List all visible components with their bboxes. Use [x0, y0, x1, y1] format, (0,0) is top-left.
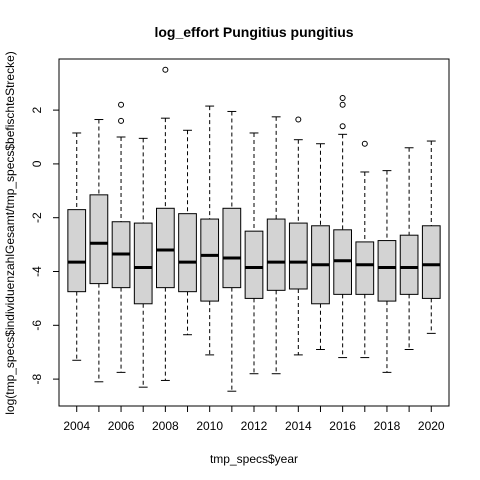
outlier-point	[339, 101, 346, 108]
box-2005	[89, 119, 109, 383]
box-iqr	[421, 225, 441, 299]
box-iqr	[133, 222, 153, 305]
box-2014	[288, 116, 308, 356]
outlier-point	[339, 123, 346, 130]
box-iqr	[178, 213, 197, 293]
outlier-point	[361, 140, 368, 147]
outlier-point	[118, 117, 125, 124]
box-2016	[333, 95, 353, 359]
box-iqr	[89, 194, 109, 285]
x-tick-label: 2020	[418, 419, 445, 433]
box-2004	[67, 132, 87, 361]
y-axis-label: log(tmp_specs$individuenzahlGesamt/tmp_s…	[3, 51, 17, 415]
x-tick-label: 2004	[63, 419, 90, 433]
y-tick-label: -6	[30, 320, 44, 331]
y-axis: -8 -6 -4 -2 0 2	[30, 106, 60, 384]
outlier-point	[162, 66, 169, 73]
x-tick-label: 2016	[329, 419, 356, 433]
box-2018	[377, 170, 397, 373]
box-2012	[244, 132, 264, 375]
box-2013	[266, 116, 286, 375]
x-tick-label: 2010	[196, 419, 223, 433]
box-2019	[399, 147, 419, 351]
box-iqr	[266, 218, 286, 291]
box-2007	[133, 137, 153, 388]
x-axis: 2004 2006 2008 2010 2012 2014 2016 2018 2020	[63, 405, 445, 433]
outlier-point	[339, 95, 346, 102]
box-2017	[355, 140, 375, 359]
box-2006	[111, 101, 131, 373]
x-tick-label: 2012	[241, 419, 268, 433]
box-iqr	[244, 230, 264, 299]
outlier-point	[295, 116, 302, 123]
boxes-group	[67, 66, 441, 392]
outlier-point	[118, 101, 125, 108]
y-tick-label: -2	[30, 212, 44, 223]
y-tick-label: -4	[30, 266, 44, 277]
box-2015	[311, 143, 330, 351]
box-iqr	[156, 207, 175, 289]
box-iqr	[200, 218, 220, 302]
box-iqr	[355, 241, 375, 295]
box-2008	[156, 66, 175, 381]
x-tick-label: 2008	[152, 419, 179, 433]
box-iqr	[222, 207, 242, 289]
y-tick-label: 0	[30, 160, 44, 167]
x-tick-label: 2018	[374, 419, 401, 433]
x-axis-label: tmp_specs$year	[210, 452, 298, 466]
box-iqr	[377, 240, 397, 302]
box-2011	[222, 110, 242, 392]
y-tick-label: -8	[30, 373, 44, 384]
box-2020	[421, 140, 441, 334]
box-iqr	[399, 234, 419, 295]
x-tick-label: 2006	[108, 419, 135, 433]
x-tick-label: 2014	[285, 419, 312, 433]
box-iqr	[67, 209, 87, 293]
box-2009	[178, 129, 197, 336]
box-iqr	[288, 222, 308, 290]
chart-title: log_effort Pungitius pungitius	[154, 24, 353, 40]
box-2010	[200, 105, 220, 356]
y-tick-label: 2	[30, 106, 44, 113]
